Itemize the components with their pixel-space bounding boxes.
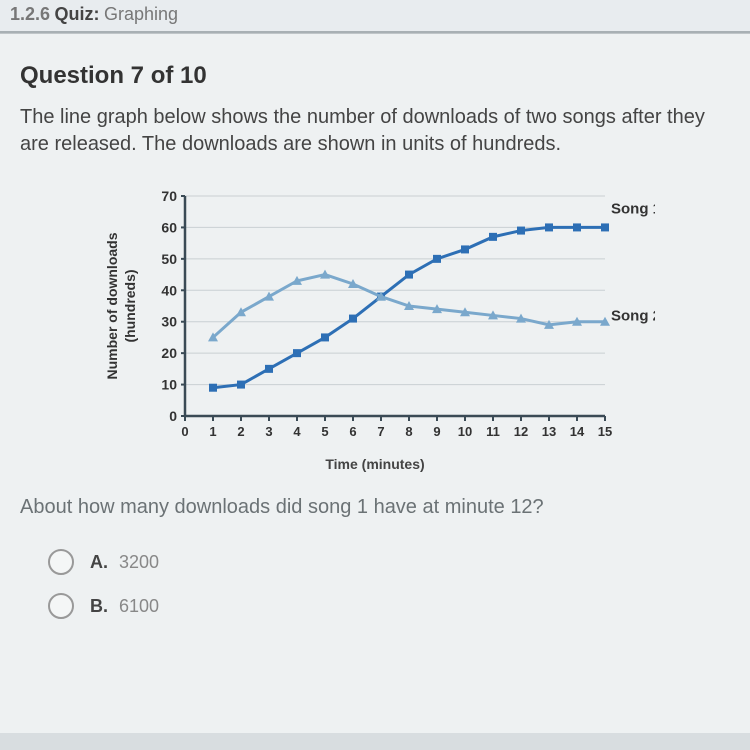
- x-axis-label: Time (minutes): [325, 456, 424, 472]
- chart-svg: 0102030405060700123456789101112131415Son…: [95, 186, 655, 466]
- svg-text:8: 8: [405, 424, 412, 439]
- svg-text:60: 60: [161, 219, 177, 235]
- svg-text:40: 40: [161, 282, 177, 298]
- line-chart: 0102030405060700123456789101112131415Son…: [95, 186, 655, 466]
- svg-text:70: 70: [161, 188, 177, 204]
- followup-question: About how many downloads did song 1 have…: [20, 496, 730, 519]
- svg-text:50: 50: [161, 251, 177, 267]
- svg-text:Number of downloads: Number of downloads: [104, 232, 120, 379]
- quiz-word: Quiz:: [55, 4, 100, 24]
- svg-text:11: 11: [486, 424, 500, 439]
- svg-text:14: 14: [570, 424, 585, 439]
- svg-text:10: 10: [458, 424, 472, 439]
- option-a[interactable]: A. 3200: [48, 549, 730, 575]
- svg-text:(hundreds): (hundreds): [122, 269, 138, 342]
- question-number: Question 7 of 10: [20, 62, 730, 90]
- radio-icon[interactable]: [48, 549, 74, 575]
- answer-options: A. 3200 B. 6100: [48, 549, 730, 619]
- option-value: 3200: [119, 552, 159, 572]
- svg-text:13: 13: [542, 424, 556, 439]
- svg-text:10: 10: [161, 377, 177, 393]
- svg-text:20: 20: [161, 345, 177, 361]
- quiz-header: 1.2.6 Quiz: Graphing: [0, 0, 750, 33]
- svg-text:3: 3: [265, 424, 272, 439]
- svg-text:9: 9: [433, 424, 440, 439]
- svg-text:2: 2: [237, 424, 244, 439]
- svg-text:4: 4: [293, 424, 301, 439]
- svg-text:1: 1: [209, 424, 216, 439]
- radio-icon[interactable]: [48, 593, 74, 619]
- svg-text:0: 0: [169, 408, 177, 424]
- svg-text:12: 12: [514, 424, 528, 439]
- option-letter: A.: [90, 552, 108, 572]
- svg-text:6: 6: [349, 424, 356, 439]
- quiz-number: 1.2.6: [10, 4, 50, 24]
- svg-text:15: 15: [598, 424, 612, 439]
- option-b[interactable]: B. 6100: [48, 593, 730, 619]
- option-letter: B.: [90, 596, 108, 616]
- option-value: 6100: [119, 596, 159, 616]
- svg-text:7: 7: [377, 424, 384, 439]
- svg-text:5: 5: [321, 424, 328, 439]
- question-prompt: The line graph below shows the number of…: [20, 104, 730, 158]
- svg-text:Song 2: Song 2: [611, 307, 655, 324]
- quiz-title: Graphing: [104, 4, 178, 24]
- svg-text:30: 30: [161, 314, 177, 330]
- svg-text:Song 1: Song 1: [611, 201, 655, 218]
- question-card: Question 7 of 10 The line graph below sh…: [0, 33, 750, 733]
- svg-text:0: 0: [181, 424, 188, 439]
